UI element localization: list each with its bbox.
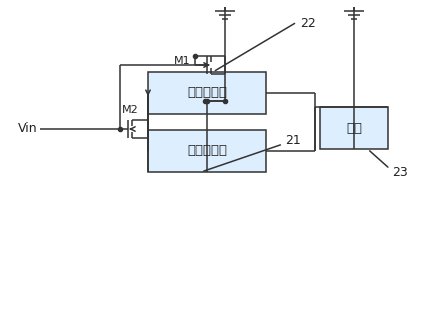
Bar xyxy=(148,72,266,114)
Text: M1: M1 xyxy=(174,56,191,66)
Text: M2: M2 xyxy=(122,105,139,115)
Bar xyxy=(320,107,388,149)
Text: 22: 22 xyxy=(300,17,316,30)
Text: 23: 23 xyxy=(392,165,408,178)
Text: 第一电流镜: 第一电流镜 xyxy=(187,144,227,158)
Text: 21: 21 xyxy=(285,134,301,147)
Text: 第二电流镜: 第二电流镜 xyxy=(187,86,227,100)
Bar xyxy=(148,130,266,172)
Text: 负载: 负载 xyxy=(346,121,362,134)
Text: Vin: Vin xyxy=(18,123,38,135)
